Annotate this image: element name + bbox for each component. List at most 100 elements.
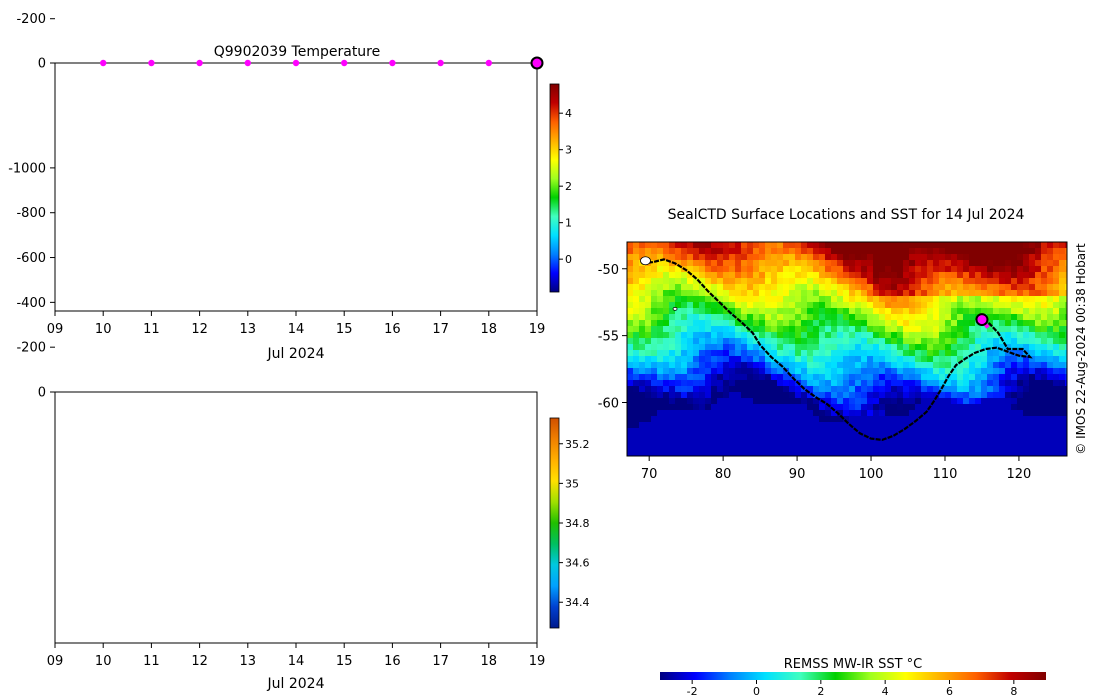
sst-cell (669, 284, 676, 291)
sst-cell (891, 326, 898, 333)
sst-cell (867, 380, 874, 387)
sst-cell (639, 386, 646, 393)
sst-cell (627, 434, 634, 441)
sst-cell (663, 272, 670, 279)
sst-cell (879, 314, 886, 321)
sst-cell (855, 422, 862, 429)
sst-cell (669, 278, 676, 285)
sst-cell (855, 242, 862, 249)
sst-cell (681, 452, 688, 456)
sst-cell (909, 308, 916, 315)
sst-cell (885, 386, 892, 393)
sst-cell (729, 428, 736, 435)
sst-cell (711, 422, 718, 429)
sst-cell (771, 446, 778, 453)
sst-cell (819, 320, 826, 327)
sst-cell (801, 404, 808, 411)
sst-cell (765, 242, 772, 249)
sst-cell (705, 278, 712, 285)
sst-cell (801, 368, 808, 375)
sst-cell (891, 296, 898, 303)
sst-cell (807, 326, 814, 333)
sst-cell (783, 290, 790, 297)
sst-cell (729, 434, 736, 441)
sst-cell (765, 410, 772, 417)
sst-cell (681, 302, 688, 309)
sst-cell (879, 302, 886, 309)
sst-cell (633, 362, 640, 369)
sst-cell (945, 416, 952, 423)
sst-cell (879, 260, 886, 267)
sst-cell (717, 362, 724, 369)
sst-cell (849, 296, 856, 303)
sst-cell (909, 314, 916, 321)
sst-cell (879, 266, 886, 273)
sst-cell (837, 326, 844, 333)
sst-cell (633, 446, 640, 453)
sst-cell (633, 440, 640, 447)
sst-cell (843, 416, 850, 423)
sst-cell (705, 284, 712, 291)
sst-cell (705, 422, 712, 429)
sst-cell (879, 344, 886, 351)
sst-cell (801, 338, 808, 345)
sst-cell (717, 416, 724, 423)
sst-cell (903, 398, 910, 405)
sst-cell (897, 332, 904, 339)
sst-cell (801, 356, 808, 363)
sst-cell (699, 296, 706, 303)
sst-cell (903, 374, 910, 381)
sst-cell (801, 272, 808, 279)
sst-cell (933, 416, 940, 423)
sst-cell (891, 362, 898, 369)
sst-cell (765, 272, 772, 279)
sst-cell (831, 446, 838, 453)
sst-cell (855, 278, 862, 285)
sst-cell (669, 320, 676, 327)
sst-cell (693, 440, 700, 447)
sst-cell (735, 254, 742, 261)
sst-cell (699, 242, 706, 249)
sst-cell (789, 362, 796, 369)
sst-cell (855, 266, 862, 273)
sst-cell (681, 422, 688, 429)
sst-cell (765, 260, 772, 267)
sst-cell (927, 308, 934, 315)
sst-cell (921, 356, 928, 363)
sst-cell (849, 422, 856, 429)
sst-cell (627, 272, 634, 279)
sst-cell (825, 254, 832, 261)
sst-cell (783, 416, 790, 423)
sst-cell (819, 452, 826, 456)
sst-cell (759, 446, 766, 453)
sst-cell (759, 410, 766, 417)
sst-cell (801, 260, 808, 267)
sst-cell (909, 446, 916, 453)
sst-cell (681, 272, 688, 279)
sst-cell (735, 266, 742, 273)
sst-cell (795, 260, 802, 267)
sst-cell (831, 374, 838, 381)
sst-cell (903, 278, 910, 285)
sst-cell (723, 440, 730, 447)
sst-cell (843, 332, 850, 339)
sst-cell (939, 290, 946, 297)
sst-cell (759, 290, 766, 297)
sst-cell (753, 242, 760, 249)
temperature-panel: Q9902039 Temperature 0-200-400-600-800-1… (16, 12, 572, 362)
sst-cell (795, 452, 802, 456)
sst-cell (963, 272, 970, 279)
sst-cell (849, 332, 856, 339)
sst-cell (861, 332, 868, 339)
sst-cell (873, 284, 880, 291)
sst-cell (795, 272, 802, 279)
sst-cell (711, 254, 718, 261)
sst-cell (861, 248, 868, 255)
sst-cell (837, 266, 844, 273)
sst-cell (777, 374, 784, 381)
sst-cell (819, 416, 826, 423)
sst-cell (831, 248, 838, 255)
sst-cell (951, 422, 958, 429)
sst-cell (951, 440, 958, 447)
salt-xtick-label: 17 (432, 654, 449, 669)
